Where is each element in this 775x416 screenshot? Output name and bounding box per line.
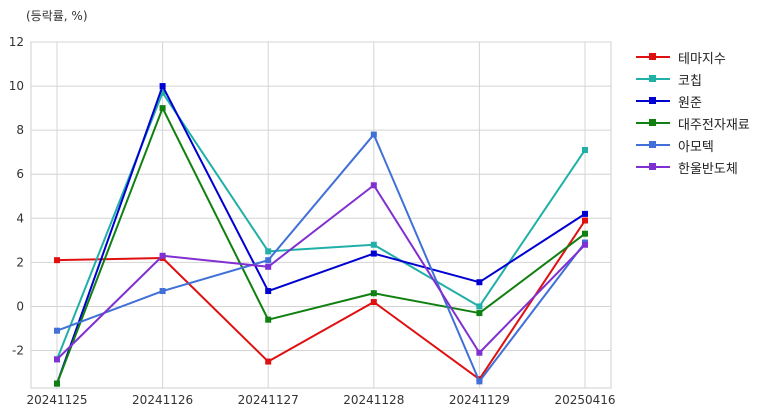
data-point: [159, 83, 166, 90]
legend-label: 테마지수: [678, 51, 726, 67]
legend-label: 코칩: [678, 73, 702, 89]
y-tick-label: 2: [16, 255, 24, 269]
legend-label: 대주전자재료: [678, 117, 750, 133]
data-point: [370, 290, 377, 297]
y-tick-label: 0: [16, 299, 24, 313]
data-point: [582, 146, 588, 153]
data-point: [159, 89, 166, 96]
data-point: [265, 257, 272, 264]
legend-item: 원준: [636, 90, 750, 112]
x-tick-label: 20241129: [449, 393, 510, 407]
series-line: [56, 107, 586, 384]
legend-item: 아모텍: [636, 134, 750, 156]
legend-label: 아모텍: [678, 139, 714, 155]
y-tick-label: 12: [9, 35, 24, 49]
legend-label: 원준: [678, 95, 702, 111]
data-point: [54, 380, 60, 387]
data-point: [159, 252, 166, 259]
data-point: [582, 241, 588, 248]
data-point: [54, 257, 60, 264]
x-tick-label: 20250416: [554, 393, 615, 407]
data-point: [370, 299, 377, 306]
x-tick-label: 20241126: [132, 393, 193, 407]
legend-item: 한울반도체: [636, 156, 750, 178]
data-point: [265, 316, 272, 323]
legend-item: 코칩: [636, 68, 750, 90]
y-tick-label: -2: [12, 344, 24, 358]
data-point: [476, 303, 483, 310]
data-point: [476, 310, 483, 317]
data-point: [582, 217, 588, 224]
y-tick-label: 10: [9, 79, 24, 93]
data-point: [159, 288, 166, 295]
legend-item: 테마지수: [636, 46, 750, 68]
legend-item: 대주전자재료: [636, 112, 750, 134]
plot-frame: [30, 41, 612, 389]
data-point: [582, 230, 588, 237]
series-line: [56, 85, 586, 384]
x-tick-label: 20241127: [238, 393, 299, 407]
series-line: [56, 133, 586, 383]
data-point: [476, 279, 483, 286]
legend-swatch: [636, 95, 670, 107]
legend-swatch: [636, 117, 670, 129]
data-point: [582, 210, 588, 217]
data-point: [370, 131, 377, 138]
data-point: [159, 105, 166, 112]
data-point: [54, 327, 60, 334]
y-tick-label: 4: [16, 211, 24, 225]
data-point: [370, 241, 377, 248]
data-point: [476, 349, 483, 356]
legend-swatch: [636, 161, 670, 173]
y-tick-label: 6: [16, 167, 24, 181]
series-line: [56, 219, 586, 381]
legend-swatch: [636, 51, 670, 63]
data-point: [476, 378, 483, 385]
legend-swatch: [636, 73, 670, 85]
x-tick-label: 20241125: [26, 393, 87, 407]
legend-label: 한울반도체: [678, 161, 738, 177]
data-point: [54, 356, 60, 363]
data-point: [265, 248, 272, 255]
legend-swatch: [636, 139, 670, 151]
data-point: [370, 182, 377, 189]
data-point: [370, 250, 377, 257]
series-line: [56, 184, 586, 361]
x-tick-label: 20241128: [343, 393, 404, 407]
data-point: [265, 263, 272, 270]
y-unit-label: (등락률, %): [26, 9, 88, 23]
y-tick-label: 8: [16, 123, 24, 137]
data-point: [265, 358, 272, 365]
data-point: [265, 288, 272, 295]
